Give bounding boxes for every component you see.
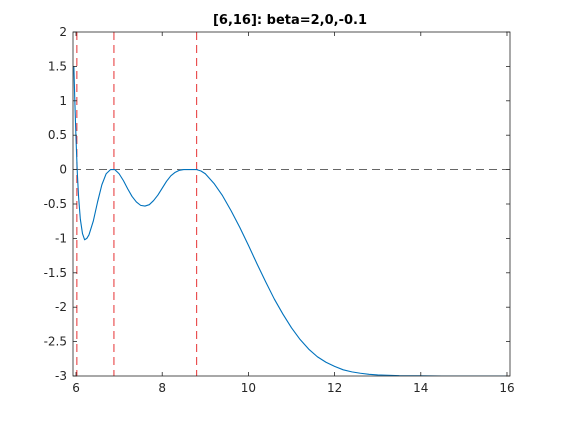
x-tick-label: 6: [72, 381, 80, 395]
series-line-1: [73, 66, 507, 376]
y-tick-label: 1: [59, 94, 67, 108]
y-tick-label: -3: [55, 369, 67, 383]
x-tick-label: 14: [413, 381, 428, 395]
chart-title: [6,16]: beta=2,0,-0.1: [213, 13, 367, 28]
x-tick-label: 8: [158, 381, 166, 395]
x-tick-label: 10: [241, 381, 256, 395]
y-tick-label: -1: [55, 231, 67, 245]
y-tick-label: 0: [59, 163, 67, 177]
y-tick-label: 1.5: [48, 59, 67, 73]
x-tick-label: 12: [327, 381, 342, 395]
y-tick-label: -1.5: [44, 266, 67, 280]
y-tick-label: -0.5: [44, 197, 67, 211]
y-tick-label: 2: [59, 25, 67, 39]
y-tick-label: -2: [55, 300, 67, 314]
y-tick-label: -2.5: [44, 335, 67, 349]
x-tick-label: 16: [499, 381, 514, 395]
y-tick-label: 0.5: [48, 128, 67, 142]
